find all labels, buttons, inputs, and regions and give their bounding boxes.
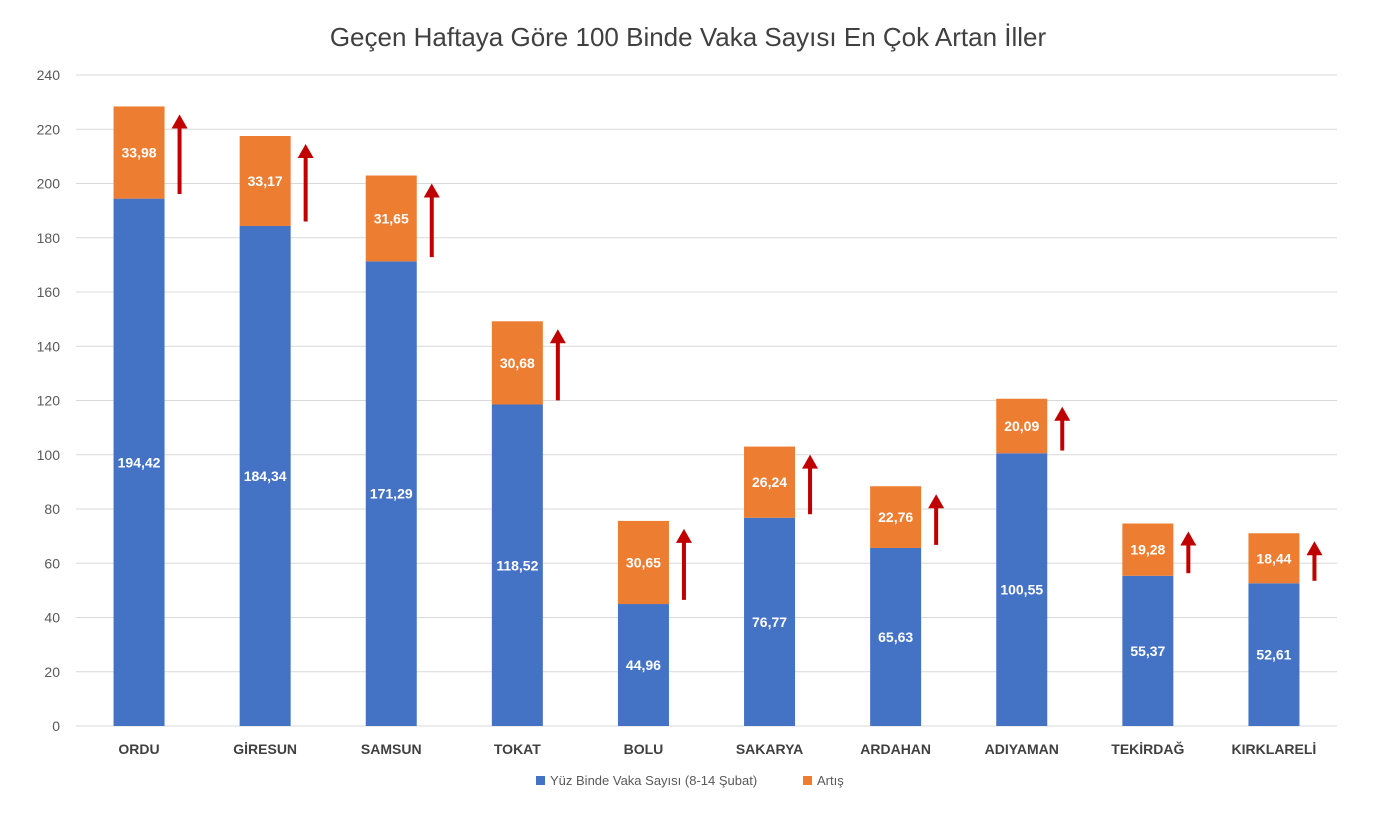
increase-arrow-icon xyxy=(1306,541,1323,581)
increase-arrow-icon xyxy=(423,183,440,258)
data-label-increase: 33,98 xyxy=(122,145,157,161)
bar-increase-7 xyxy=(870,486,922,548)
y-tick-label: 20 xyxy=(44,664,60,680)
y-tick-label: 200 xyxy=(37,176,61,192)
y-tick-label: 140 xyxy=(37,338,61,354)
bar-base-4 xyxy=(491,404,543,726)
x-category-label: GİRESUN xyxy=(233,741,297,757)
bar-increase-1 xyxy=(113,106,165,199)
data-label-base: 194,42 xyxy=(118,454,161,470)
data-label-increase: 30,68 xyxy=(500,355,535,371)
bar-base-3 xyxy=(365,261,417,726)
x-category-label: ORDU xyxy=(118,741,159,757)
bar-base-1 xyxy=(113,198,165,727)
y-tick-label: 240 xyxy=(37,67,61,83)
bar-base-9 xyxy=(1122,575,1174,726)
data-label-increase: 20,09 xyxy=(1004,418,1039,434)
bar-increase-5 xyxy=(617,520,669,605)
x-category-label: KIRKLARELİ xyxy=(1232,741,1317,757)
increase-arrow-icon xyxy=(1054,406,1071,451)
data-label-increase: 18,44 xyxy=(1256,550,1291,566)
y-tick-label: 0 xyxy=(52,718,60,734)
bar-increase-9 xyxy=(1122,523,1174,576)
x-category-label: BOLU xyxy=(624,741,664,757)
data-label-base: 100,55 xyxy=(1000,582,1043,598)
x-category-label: SAMSUN xyxy=(361,741,422,757)
bar-increase-4 xyxy=(491,321,543,405)
data-label-increase: 22,76 xyxy=(878,509,913,525)
data-label-base: 52,61 xyxy=(1256,647,1291,663)
increase-arrow-icon xyxy=(171,114,188,195)
increase-arrow-icon xyxy=(549,329,566,401)
bar-base-8 xyxy=(996,453,1048,726)
legend-label-increase: Artış xyxy=(817,773,844,788)
bars: 194,42 33,98 184,34 33,17 171,29 31,65 118,52 3… xyxy=(113,106,1300,727)
y-tick-label: 220 xyxy=(37,121,61,137)
increase-arrow-icon xyxy=(928,494,945,545)
bar-increase-2 xyxy=(239,136,291,226)
increase-arrow-icon xyxy=(1180,531,1197,574)
data-label-base: 65,63 xyxy=(878,629,913,645)
data-label-increase: 30,65 xyxy=(626,554,661,570)
chart-title: Geçen Haftaya Göre 100 Binde Vaka Sayısı… xyxy=(330,22,1047,52)
legend-label-base: Yüz Binde Vaka Sayısı (8-14 Şubat) xyxy=(550,773,757,788)
x-category-label: SAKARYA xyxy=(736,741,803,757)
legend-swatch-base xyxy=(536,776,545,785)
y-axis: 0 20 40 60 80 100 120 140 160 180 200 220 240 xyxy=(37,67,61,734)
data-label-base: 44,96 xyxy=(626,657,661,673)
bar-base-10 xyxy=(1248,583,1300,726)
y-tick-label: 180 xyxy=(37,230,61,246)
bar-base-5 xyxy=(617,604,669,726)
bar-base-6 xyxy=(744,517,796,726)
increase-arrow-icon xyxy=(297,144,314,222)
data-label-increase: 31,65 xyxy=(374,210,409,226)
data-label-base: 184,34 xyxy=(244,468,287,484)
bar-increase-8 xyxy=(996,398,1048,454)
legend-swatch-increase xyxy=(803,776,812,785)
data-label-base: 171,29 xyxy=(370,486,413,502)
data-label-increase: 33,17 xyxy=(248,173,283,189)
increase-arrow-icon xyxy=(802,454,819,515)
y-tick-label: 80 xyxy=(44,501,60,517)
x-category-label: ARDAHAN xyxy=(860,741,931,757)
bar-base-7 xyxy=(870,547,922,726)
x-category-label: TOKAT xyxy=(494,741,541,757)
x-category-label: ADIYAMAN xyxy=(985,741,1059,757)
x-axis: ORDU GİRESUN SAMSUN TOKAT BOLU SAKARYA ARDAHAN… xyxy=(118,740,1316,757)
increase-arrow-icon xyxy=(675,528,692,600)
x-category-label: TEKİRDAĞ xyxy=(1111,740,1184,757)
bar-base-2 xyxy=(239,225,291,726)
data-label-increase: 26,24 xyxy=(752,474,787,490)
data-label-base: 118,52 xyxy=(496,557,538,573)
data-label-base: 76,77 xyxy=(752,614,787,630)
y-tick-label: 60 xyxy=(44,555,60,571)
legend: Yüz Binde Vaka Sayısı (8-14 Şubat) Artış xyxy=(536,773,844,788)
data-label-base: 55,37 xyxy=(1130,643,1165,659)
y-tick-label: 120 xyxy=(37,393,61,409)
y-tick-label: 40 xyxy=(44,610,60,626)
bar-increase-6 xyxy=(744,446,796,518)
bar-increase-10 xyxy=(1248,533,1300,584)
data-label-increase: 19,28 xyxy=(1130,542,1165,558)
bar-increase-3 xyxy=(365,175,417,262)
y-tick-label: 100 xyxy=(37,447,61,463)
increase-arrows xyxy=(171,114,1323,600)
y-tick-label: 160 xyxy=(37,284,61,300)
